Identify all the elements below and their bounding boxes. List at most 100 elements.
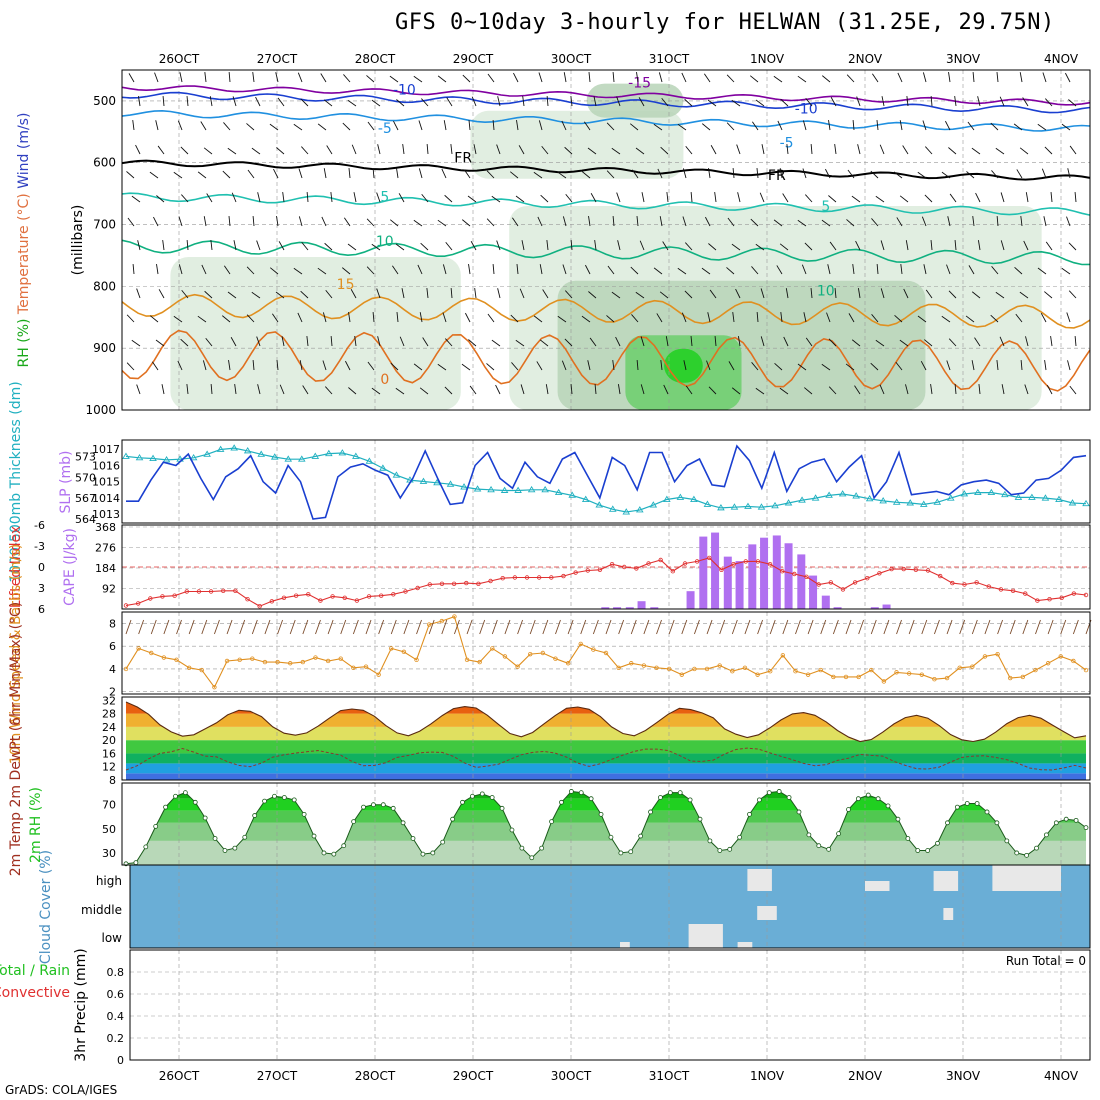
wind-barb xyxy=(504,619,511,635)
wind-barb xyxy=(252,216,255,227)
wind-barb xyxy=(744,619,751,635)
wind-barb xyxy=(990,122,999,131)
thickness-point xyxy=(906,499,915,506)
wind-barb xyxy=(232,96,237,107)
li-tick: 0 xyxy=(38,561,45,574)
wind-barb xyxy=(971,619,978,635)
wind-barb xyxy=(564,338,573,347)
wind-barb xyxy=(905,384,909,395)
wind-barb xyxy=(465,312,471,323)
wind-barb xyxy=(780,312,783,323)
wind-barb xyxy=(751,362,759,371)
wind-barb xyxy=(611,291,621,299)
wind-barb xyxy=(587,147,597,155)
wind-barb xyxy=(666,192,669,203)
wind-barb xyxy=(684,290,693,299)
contour-label: -10 xyxy=(795,101,818,117)
wind-barb xyxy=(1044,291,1053,299)
wind-barb xyxy=(278,241,285,251)
rh-point xyxy=(212,836,218,841)
wind-barb xyxy=(966,171,975,179)
contour-label: -15 xyxy=(628,75,651,91)
wind-barb xyxy=(761,144,765,155)
wind-barb xyxy=(533,315,543,323)
wind-barb xyxy=(158,289,165,299)
wind-barb xyxy=(852,264,855,275)
wind-barb xyxy=(639,240,645,251)
wind-barb xyxy=(1046,384,1053,395)
wind-barb xyxy=(272,313,279,323)
lifted-index-point xyxy=(682,561,688,566)
wind-barb xyxy=(201,264,207,275)
wind-barb xyxy=(760,288,765,299)
wind-barb xyxy=(330,192,333,203)
chart-title: GFS 0~10day 3-hourly for HELWAN (31.25E,… xyxy=(395,10,1055,35)
wind-barb xyxy=(708,243,717,251)
cape-bar xyxy=(772,535,781,609)
wind-barb xyxy=(917,315,927,323)
wind-barb xyxy=(486,363,495,371)
wind-barb xyxy=(537,216,543,227)
thickness-point xyxy=(676,493,685,500)
wind-barb xyxy=(856,96,861,107)
wind-barb xyxy=(256,240,261,251)
rh-point xyxy=(806,832,812,838)
wind-barb xyxy=(222,170,231,179)
thickness-point xyxy=(311,452,320,459)
wind-barb xyxy=(777,120,783,131)
lifted-index-ylabel: Lifted Index xyxy=(8,526,24,608)
wind-barb xyxy=(496,144,501,155)
wind-barb xyxy=(150,619,157,635)
xtick-top-2NOV: 2NOV xyxy=(848,52,883,66)
lifted-index-point xyxy=(901,566,906,572)
rh-point xyxy=(568,789,574,794)
wind-barb xyxy=(536,361,543,371)
rh-point xyxy=(796,809,802,815)
wind-tick: 4 xyxy=(109,663,116,676)
wind-barb xyxy=(751,266,759,275)
wind-tick: 6 xyxy=(109,640,116,653)
wind-speed-point xyxy=(376,672,381,677)
lifted-index-point xyxy=(549,575,554,580)
wind-barb xyxy=(561,120,567,131)
rh-point xyxy=(1024,852,1030,858)
rh-point xyxy=(766,790,772,796)
wind-barb xyxy=(805,337,813,347)
rh-point xyxy=(1073,817,1079,823)
wind-barb xyxy=(640,384,645,395)
lifted-index-point xyxy=(184,589,189,594)
wind-barb xyxy=(684,242,693,251)
wind-barb xyxy=(1022,97,1029,107)
wind-barb xyxy=(871,218,879,227)
thickness-point xyxy=(649,501,658,508)
wind-barb xyxy=(396,312,399,323)
wind-barb xyxy=(471,96,477,107)
cape-bar xyxy=(797,554,806,609)
wind-speed-point xyxy=(363,664,369,669)
wind-barb xyxy=(977,240,981,251)
cape-bar xyxy=(650,607,659,609)
wind-barb xyxy=(631,314,639,323)
wind-barb xyxy=(594,240,597,251)
wind-barb xyxy=(876,120,879,131)
gridlines xyxy=(122,70,1090,1060)
wind-barb xyxy=(545,384,549,395)
wind-barb xyxy=(1068,99,1077,107)
wind-barb xyxy=(365,619,372,635)
wind-barb xyxy=(1068,242,1077,251)
wind-barb xyxy=(629,123,639,131)
wind-barb xyxy=(1066,312,1071,323)
wind-barb xyxy=(177,360,183,371)
wind-barb xyxy=(1043,216,1047,227)
lifted-index-point xyxy=(208,589,214,594)
wind-tick: 2 xyxy=(109,686,116,699)
wind-barb xyxy=(180,338,189,347)
wind-barb xyxy=(453,619,460,635)
wind-speed-point xyxy=(970,664,975,669)
wind-speed-point xyxy=(300,659,306,665)
rh-point xyxy=(153,824,159,829)
wind-barb xyxy=(785,288,789,299)
rh-point xyxy=(519,845,525,851)
wind-barb xyxy=(461,219,471,227)
